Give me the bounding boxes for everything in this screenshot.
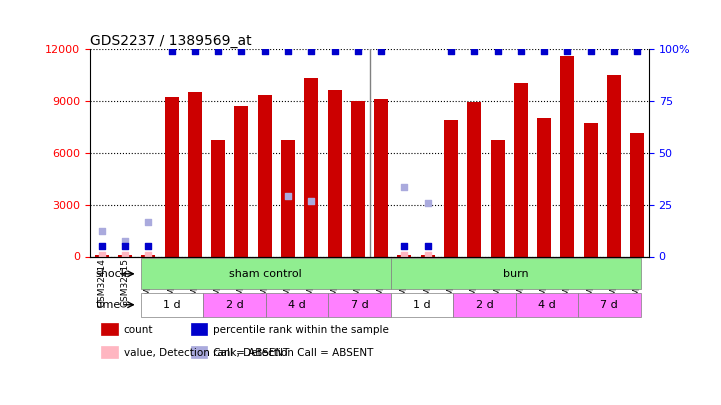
Bar [94, 255, 109, 256]
Point [422, 243, 433, 249]
Text: value, Detection Call = ABSENT: value, Detection Call = ABSENT [124, 348, 289, 358]
Point [539, 47, 550, 54]
Bar [516, 292, 578, 317]
Bar [281, 141, 295, 256]
Bar [584, 123, 598, 256]
Bar [190, 346, 208, 358]
Point [562, 47, 573, 54]
Point [632, 47, 643, 54]
Point [213, 47, 224, 54]
Bar [266, 292, 328, 317]
Bar [188, 92, 202, 256]
Text: shock: shock [96, 269, 128, 279]
Point [282, 193, 293, 199]
Bar [514, 83, 528, 256]
Text: burn: burn [503, 269, 528, 279]
Bar [164, 97, 179, 256]
Point [515, 47, 526, 54]
Point [96, 243, 107, 249]
Point [143, 243, 154, 249]
Bar [327, 90, 342, 256]
Point [119, 243, 131, 249]
Point [143, 219, 154, 225]
Point [236, 47, 247, 54]
Bar [101, 324, 118, 335]
Bar [490, 141, 505, 256]
Bar [203, 292, 266, 317]
Bar [421, 255, 435, 256]
Point [422, 200, 433, 206]
Bar [578, 292, 640, 317]
Bar [560, 55, 575, 256]
Bar [141, 255, 155, 256]
Point [585, 47, 596, 54]
Point [166, 47, 177, 54]
Bar [118, 255, 132, 256]
Text: 2 d: 2 d [476, 300, 493, 310]
Point [399, 252, 410, 258]
Bar [397, 255, 412, 256]
Point [96, 252, 107, 258]
Text: rank, Detection Call = ABSENT: rank, Detection Call = ABSENT [213, 348, 373, 358]
Bar [351, 100, 365, 256]
Point [422, 252, 433, 258]
Point [399, 184, 410, 190]
Bar [467, 102, 482, 256]
Text: GDS2237 / 1389569_at: GDS2237 / 1389569_at [90, 34, 252, 47]
Point [609, 47, 620, 54]
Bar [234, 106, 249, 256]
Point [352, 47, 363, 54]
Text: 2 d: 2 d [226, 300, 244, 310]
Bar [607, 75, 621, 256]
Bar [374, 99, 388, 256]
Bar [141, 258, 391, 290]
Bar [304, 78, 318, 256]
Point [119, 238, 131, 244]
Point [469, 47, 480, 54]
Bar [630, 134, 645, 256]
Bar [141, 292, 203, 317]
Point [306, 47, 317, 54]
Point [282, 47, 293, 54]
Text: 7 d: 7 d [601, 300, 618, 310]
Bar [101, 346, 118, 358]
Text: 1 d: 1 d [413, 300, 430, 310]
Text: count: count [124, 325, 153, 335]
Point [96, 227, 107, 234]
Point [119, 252, 131, 258]
Bar [537, 118, 551, 256]
Point [329, 47, 340, 54]
Point [492, 47, 503, 54]
Bar [391, 292, 454, 317]
Text: 4 d: 4 d [288, 300, 306, 310]
Point [446, 47, 457, 54]
Text: percentile rank within the sample: percentile rank within the sample [213, 325, 389, 335]
Point [306, 198, 317, 204]
Point [259, 47, 270, 54]
Bar [454, 292, 516, 317]
Bar [258, 96, 272, 256]
Bar [190, 324, 208, 335]
Point [376, 47, 387, 54]
Text: 1 d: 1 d [164, 300, 181, 310]
Text: sham control: sham control [229, 269, 302, 279]
Text: 7 d: 7 d [350, 300, 368, 310]
Point [143, 252, 154, 258]
Text: time: time [96, 300, 121, 310]
Bar [328, 292, 391, 317]
Point [189, 47, 200, 54]
Point [399, 243, 410, 249]
Bar [211, 141, 225, 256]
Bar [444, 119, 458, 256]
Bar [391, 258, 640, 290]
Text: 4 d: 4 d [538, 300, 556, 310]
